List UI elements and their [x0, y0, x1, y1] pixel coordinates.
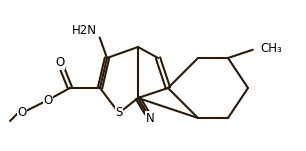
Text: O: O [17, 106, 27, 119]
Text: O: O [43, 93, 53, 106]
Text: H2N: H2N [72, 24, 97, 37]
Text: N: N [146, 111, 154, 125]
Text: CH₃: CH₃ [260, 42, 282, 55]
Text: S: S [115, 106, 123, 119]
Text: O: O [55, 56, 65, 69]
